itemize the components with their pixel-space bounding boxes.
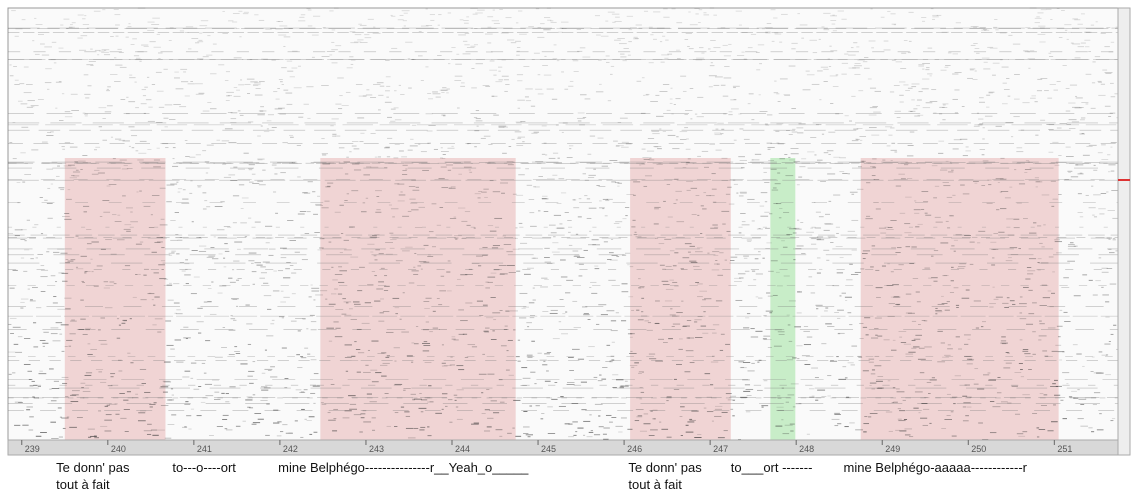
- lyric: tout à fait: [56, 477, 110, 492]
- x-tick-label: 250: [971, 444, 986, 454]
- lyric: Te donn' pas: [56, 460, 130, 475]
- time-axis: [7, 439, 1119, 456]
- x-tick-label: 249: [885, 444, 900, 454]
- lyric: tout à fait: [628, 477, 682, 492]
- highlight-region: [320, 158, 516, 440]
- lyric: Te donn' pas: [628, 460, 702, 475]
- frequency-scale: [1117, 7, 1131, 456]
- spectrogram-texture: [8, 7, 1124, 441]
- x-tick-label: 242: [283, 444, 298, 454]
- lyric: mine Belphégo-aaaaa------------r: [844, 460, 1028, 475]
- x-tick-label: 241: [197, 444, 212, 454]
- highlight-region: [64, 158, 166, 440]
- highlight-region: [860, 158, 1059, 440]
- x-tick-label: 247: [713, 444, 728, 454]
- lyric: to---o----ort: [172, 460, 236, 475]
- x-tick-label: 246: [627, 444, 642, 454]
- x-tick-label: 243: [369, 444, 384, 454]
- highlight-region: [770, 158, 796, 440]
- lyric: mine Belphégo---------------r__Yeah_o___…: [278, 460, 529, 475]
- lyric: to___ort -------: [731, 460, 813, 475]
- x-tick-label: 245: [541, 444, 556, 454]
- x-tick-label: 239: [25, 444, 40, 454]
- x-tick-label: 251: [1057, 444, 1072, 454]
- highlight-region: [630, 158, 731, 440]
- x-tick-label: 244: [455, 444, 470, 454]
- x-tick-label: 248: [799, 444, 814, 454]
- x-tick-label: 240: [111, 444, 126, 454]
